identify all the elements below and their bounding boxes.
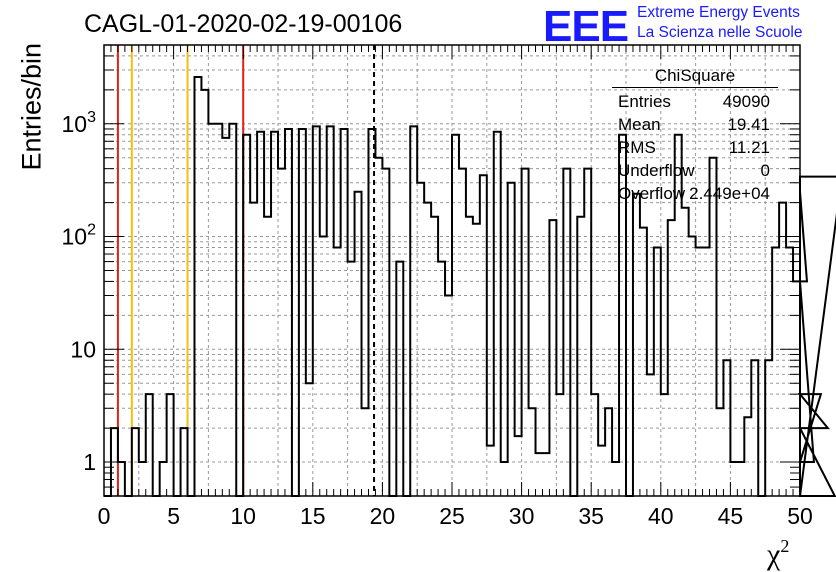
- y-tick-label: 103: [62, 109, 97, 137]
- stats-row-entries: Entries 49090: [612, 90, 778, 113]
- histogram-outline: [104, 76, 836, 497]
- stats-key: Mean: [618, 115, 661, 134]
- stats-key: Underflow: [618, 161, 695, 180]
- stats-value: 0: [760, 161, 770, 180]
- eee-logo: EEE: [543, 2, 629, 51]
- stats-value: 2.449e+04: [689, 184, 770, 203]
- stats-key: RMS: [618, 138, 656, 157]
- stats-box: ChiSquare Entries 49090 Mean 19.41 RMS 11.21 U…: [612, 66, 778, 205]
- x-tick-label: 45: [718, 503, 744, 529]
- x-tick-label: 0: [98, 503, 111, 529]
- x-tick-label: 15: [300, 503, 326, 529]
- x-axis-label-text: χ: [767, 538, 781, 571]
- x-tick-label: 20: [370, 503, 396, 529]
- stats-key: Overflow: [618, 184, 686, 203]
- x-tick-label: 5: [167, 503, 180, 529]
- x-tick-label: 50: [787, 503, 813, 529]
- x-tick-label: 10: [230, 503, 256, 529]
- stats-row-underflow: Underflow 0: [612, 159, 778, 182]
- stats-value: 49090: [722, 92, 770, 111]
- stats-row-rms: RMS 11.21: [612, 136, 778, 159]
- x-tick-label: 40: [648, 503, 674, 529]
- x-axis-label: χ2: [767, 536, 790, 572]
- x-axis-label-sup: 2: [780, 536, 790, 556]
- stats-value: 11.21: [728, 138, 770, 157]
- logo-line-1: Extreme Energy Events: [637, 4, 800, 21]
- y-tick-label: 1: [83, 449, 96, 475]
- y-tick-label: 10: [70, 336, 96, 362]
- x-tick-label: 30: [509, 503, 535, 529]
- stats-key: Entries: [618, 92, 671, 111]
- stats-row-mean: Mean 19.41: [612, 113, 778, 136]
- x-tick-label: 25: [439, 503, 465, 529]
- chart-title: CAGL-01-2020-02-19-00106: [84, 10, 403, 38]
- logo-line-2: La Scienza nelle Scuole: [637, 24, 803, 41]
- stats-row-overflow: Overflow 2.449e+04: [612, 182, 778, 205]
- y-tick-label: 102: [62, 222, 97, 250]
- stats-value: 19.41: [727, 115, 770, 134]
- stats-rows: Entries 49090 Mean 19.41 RMS 11.21 Underflow 0 O…: [612, 90, 778, 205]
- x-tick-label: 35: [578, 503, 604, 529]
- stats-name: ChiSquare: [612, 66, 778, 88]
